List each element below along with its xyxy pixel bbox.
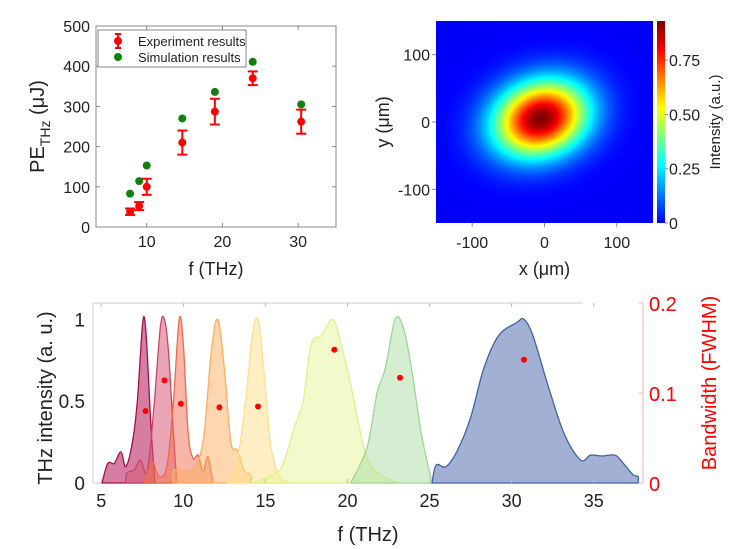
- colorbar-tick-label: 0.50: [669, 107, 700, 124]
- legend-box: [97, 29, 247, 68]
- y-tick-label: 0: [74, 474, 85, 495]
- x-axis-label: x (μm): [519, 259, 570, 279]
- y-tick-label: 100: [63, 180, 90, 197]
- bandwidth-point: [397, 374, 404, 381]
- x-tick-label: 15: [255, 491, 275, 511]
- x-axis-label: f (THz): [189, 259, 244, 279]
- x-tick-label: 20: [337, 491, 357, 511]
- x-axis-label: f (THz): [337, 524, 398, 546]
- x-tick-label: 35: [584, 491, 604, 511]
- colorbar-tick-label: 0.25: [669, 162, 700, 179]
- legend-marker-experiment: [114, 37, 122, 45]
- y-tick-label: 300: [63, 99, 90, 116]
- colorbar-tick-label: 0: [669, 216, 678, 233]
- x-tick-label: 30: [289, 234, 307, 251]
- x-tick-label: 100: [603, 235, 630, 252]
- y-axis-label: THz intensity (a. u.): [35, 311, 57, 484]
- simulation-point: [210, 87, 219, 96]
- y-tick-label: 100: [403, 48, 430, 65]
- experiment-point: [210, 107, 219, 116]
- experiment-point: [126, 207, 135, 216]
- colorbar: [657, 21, 665, 223]
- bandwidth-point: [520, 356, 527, 363]
- y-tick-label: 0.5: [59, 392, 85, 413]
- x-tick-label: 25: [420, 491, 440, 511]
- bandwidth-point: [216, 404, 223, 411]
- simulation-point: [142, 161, 151, 170]
- y-tick-label: 1: [74, 310, 85, 331]
- legend-label-simulation: Simulation results: [138, 50, 241, 65]
- right-y-tick-label: 0: [649, 474, 660, 496]
- y-tick-label: -100: [398, 182, 430, 199]
- y-tick-label: 0: [81, 220, 90, 237]
- bandwidth-point: [177, 400, 184, 407]
- experiment-point: [142, 182, 151, 191]
- experiment-point: [297, 117, 306, 126]
- bandwidth-point: [142, 408, 149, 414]
- x-tick-label: 5: [96, 491, 106, 511]
- simulation-point: [297, 100, 306, 109]
- x-tick-label: 20: [214, 234, 232, 251]
- colorbar-label: Intensity (a.u.): [707, 74, 724, 169]
- y-axis-label: y (μm): [373, 96, 393, 147]
- simulation-point: [126, 189, 135, 198]
- spectrum-area: [349, 315, 433, 484]
- spectrum-area: [101, 315, 157, 484]
- experiment-point: [135, 202, 144, 211]
- y-tick-label: 200: [63, 140, 90, 157]
- bandwidth-point: [331, 346, 338, 353]
- y-axis-label: PETHz (μJ): [27, 80, 53, 173]
- x-tick-label: 10: [138, 234, 156, 251]
- spectrum-area: [226, 317, 293, 484]
- beam-intensity-heatmap: [436, 21, 653, 223]
- spectrum-area: [125, 315, 178, 484]
- bandwidth-point: [255, 403, 261, 410]
- colorbar-tick-label: 0.75: [669, 53, 700, 70]
- experiment-point: [248, 74, 257, 83]
- y-tick-label: 500: [63, 19, 90, 36]
- spectrum-area: [431, 317, 640, 484]
- legend-marker-simulation: [114, 53, 122, 61]
- legend-label-experiment: Experiment results: [138, 34, 246, 49]
- y-tick-label: 400: [63, 59, 90, 76]
- x-tick-label: 0: [540, 235, 549, 252]
- y-tick-label: 0: [421, 115, 430, 132]
- x-tick-label: -100: [456, 235, 488, 252]
- bandwidth-point: [161, 377, 168, 384]
- simulation-point: [248, 57, 257, 66]
- right-y-tick-label: 0.2: [649, 294, 677, 316]
- x-tick-label: 10: [173, 491, 193, 511]
- simulation-point: [178, 114, 187, 123]
- x-tick-label: 30: [502, 491, 522, 511]
- experiment-point: [178, 138, 187, 147]
- right-y-tick-label: 0.1: [649, 384, 677, 406]
- simulation-point: [135, 177, 144, 186]
- right-y-axis-label: Bandwidth (FWHM): [699, 296, 721, 470]
